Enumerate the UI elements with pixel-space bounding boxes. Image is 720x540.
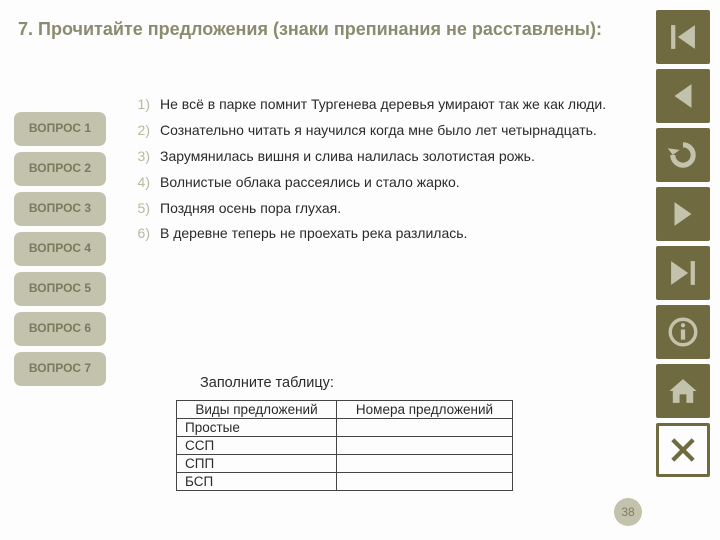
list-text: Поздняя осень пора глухая. [160,199,341,218]
list-item: 5) Поздняя осень пора глухая. [130,199,610,218]
nav-prev-button[interactable] [656,69,710,123]
list-item: 3) Зарумянилась вишня и слива налилась з… [130,147,610,166]
question-button-4[interactable]: ВОПРОС 4 [14,232,106,266]
nav-next-button[interactable] [656,187,710,241]
table-col-header: Номера предложений [337,401,513,419]
skip-first-icon [666,20,700,54]
page-title: 7. Прочитайте предложения (знаки препина… [18,18,635,41]
triangle-right-icon [666,197,700,231]
table-cell[interactable] [337,437,513,455]
nav-last-button[interactable] [656,246,710,300]
table-cell[interactable] [337,473,513,491]
nav-first-button[interactable] [656,10,710,64]
nav-undo-button[interactable] [656,128,710,182]
table-col-header: Виды предложений [177,401,337,419]
nav-close-button[interactable] [656,423,710,477]
list-item: 6) В деревне теперь не проехать река раз… [130,224,610,243]
list-item: 1) Не всё в парке помнит Тургенева дерев… [130,95,610,114]
table-cell: БСП [177,473,337,491]
undo-icon [666,138,700,172]
close-icon [666,433,700,467]
list-item: 4) Волнистые облака рассеялись и стало ж… [130,173,610,192]
table-row: Простые [177,419,513,437]
list-text: Сознательно читать я научился когда мне … [160,121,597,140]
list-item: 2) Сознательно читать я научился когда м… [130,121,610,140]
table-row: БСП [177,473,513,491]
table-cell: ССП [177,437,337,455]
table-row: СПП [177,455,513,473]
question-button-2[interactable]: ВОПРОС 2 [14,152,106,186]
list-number: 6) [130,225,160,241]
info-icon [666,315,700,349]
table-row: ССП [177,437,513,455]
table-cell[interactable] [337,455,513,473]
answer-table: Виды предложений Номера предложений Прос… [176,400,513,491]
list-text: В деревне теперь не проехать река разлил… [160,224,467,243]
list-number: 2) [130,122,160,138]
table-caption: Заполните таблицу: [200,375,334,391]
nav-info-button[interactable] [656,305,710,359]
list-text: Не всё в парке помнит Тургенева деревья … [160,95,606,114]
nav-column [656,10,710,477]
list-number: 1) [130,96,160,112]
list-number: 4) [130,174,160,190]
table-cell[interactable] [337,419,513,437]
table-cell: СПП [177,455,337,473]
page-number-badge: 38 [614,498,642,526]
question-button-1[interactable]: ВОПРОС 1 [14,112,106,146]
table-header-row: Виды предложений Номера предложений [177,401,513,419]
question-button-7[interactable]: ВОПРОС 7 [14,352,106,386]
question-button-6[interactable]: ВОПРОС 6 [14,312,106,346]
list-text: Волнистые облака рассеялись и стало жарк… [160,173,460,192]
sentence-list: 1) Не всё в парке помнит Тургенева дерев… [130,95,610,250]
list-text: Зарумянилась вишня и слива налилась золо… [160,147,535,166]
table-cell: Простые [177,419,337,437]
home-icon [666,374,700,408]
list-number: 3) [130,148,160,164]
question-sidebar: ВОПРОС 1 ВОПРОС 2 ВОПРОС 3 ВОПРОС 4 ВОПР… [14,112,106,386]
question-button-3[interactable]: ВОПРОС 3 [14,192,106,226]
list-number: 5) [130,200,160,216]
skip-last-icon [666,256,700,290]
triangle-left-icon [666,79,700,113]
question-button-5[interactable]: ВОПРОС 5 [14,272,106,306]
nav-home-button[interactable] [656,364,710,418]
